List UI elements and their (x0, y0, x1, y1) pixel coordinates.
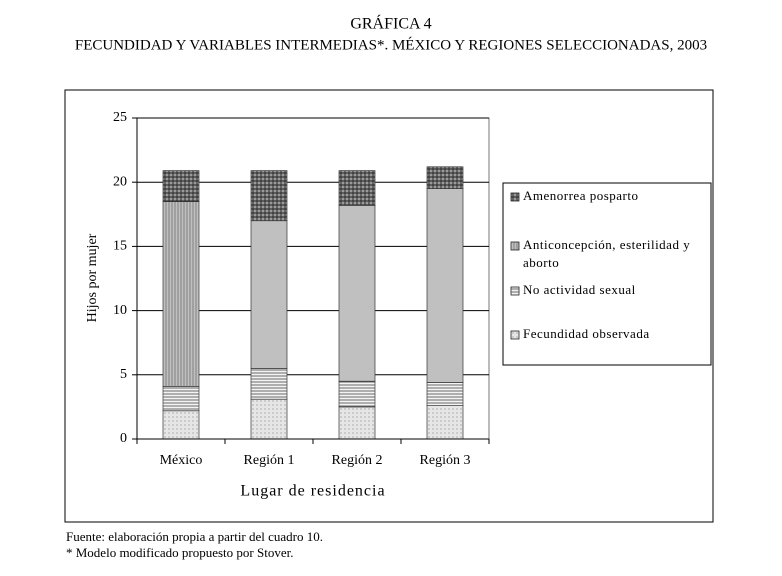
y-tick-label: 20 (113, 174, 127, 189)
bar-texture (163, 410, 199, 439)
legend-entry: Amenorrea posparto (523, 188, 639, 203)
x-tick-label: México (160, 453, 203, 468)
bar-segment (338, 204, 376, 382)
bar-texture (251, 170, 287, 221)
bar-segment (250, 220, 288, 369)
legend-label: Fecundidad observada (523, 326, 650, 341)
legend-swatch-texture (511, 242, 519, 250)
bar-segment (426, 188, 464, 383)
legend-entry: Anticoncepción, esterilidad y aborto (523, 237, 691, 270)
bar-texture (163, 386, 199, 411)
chart-subtitle: FECUNDIDAD Y VARIABLES INTERMEDIAS*. MÉX… (75, 36, 707, 53)
x-tick-label: Región 1 (244, 453, 295, 468)
legend-swatch-texture (511, 331, 519, 339)
y-axis-label: Hijos por mujer (85, 233, 100, 322)
chart-frame (64, 89, 714, 523)
legend-label: No actividad sexual (523, 282, 636, 297)
legend-label: Anticoncepción, esterilidad y aborto (523, 237, 691, 270)
bar-texture (251, 399, 287, 439)
legend-entry: No actividad sexual (523, 282, 636, 297)
legend-swatch-texture (511, 193, 519, 201)
bar-texture (427, 166, 463, 189)
bar-texture (339, 406, 375, 439)
x-tick-label: Región 3 (420, 453, 471, 468)
note: Fuente: elaboración propia a partir del … (66, 529, 323, 544)
y-tick-label: 5 (120, 367, 127, 382)
legend-entry: Fecundidad observada (523, 326, 650, 341)
y-tick-label: 0 (120, 431, 127, 446)
bar-texture (427, 405, 463, 439)
chart-title: GRÁFICA 4 (350, 14, 431, 33)
x-axis-label: Lugar de residencia (240, 483, 385, 500)
note: * Modelo modificado propuesto por Stover… (66, 545, 293, 560)
bar-texture (163, 201, 199, 387)
legend (502, 182, 712, 366)
bar-texture (163, 170, 199, 202)
bar-texture (339, 381, 375, 407)
bar-texture (427, 382, 463, 406)
x-tick-label: Región 2 (332, 453, 383, 468)
legend-label: Amenorrea posparto (523, 188, 639, 203)
y-tick-label: 25 (113, 110, 127, 125)
y-tick-label: 15 (113, 239, 127, 254)
legend-swatch-texture (511, 287, 519, 295)
bar-texture (251, 368, 287, 400)
y-tick-label: 10 (113, 303, 127, 318)
bar-texture (339, 170, 375, 206)
